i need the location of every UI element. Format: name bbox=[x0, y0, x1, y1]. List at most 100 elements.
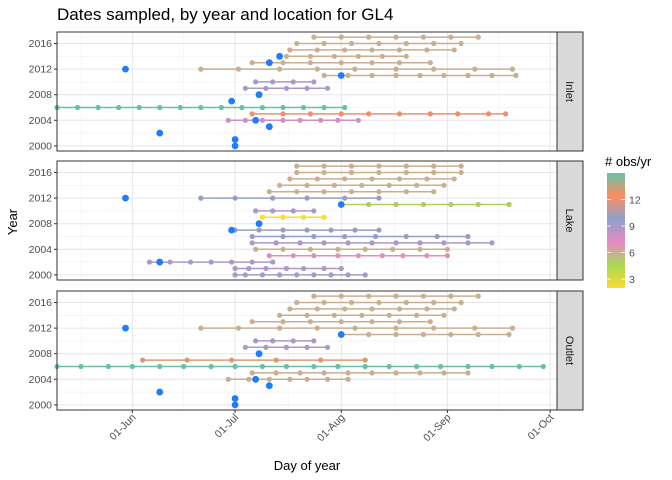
data-point bbox=[198, 104, 204, 111]
data-point bbox=[280, 117, 286, 123]
data-point bbox=[280, 111, 286, 117]
data-point bbox=[177, 104, 183, 111]
data-point bbox=[311, 208, 317, 214]
data-point bbox=[249, 60, 255, 66]
data-point bbox=[362, 363, 368, 370]
data-point bbox=[335, 253, 341, 259]
data-point bbox=[266, 253, 272, 259]
data-point bbox=[321, 40, 327, 47]
data-point bbox=[304, 85, 310, 91]
y-tick-label: 2008 bbox=[29, 218, 53, 230]
series-2008 bbox=[255, 350, 263, 358]
data-point bbox=[355, 253, 361, 259]
data-point bbox=[403, 163, 409, 169]
data-point bbox=[270, 208, 276, 214]
data-point bbox=[345, 240, 351, 246]
series-2009 bbox=[242, 85, 331, 91]
data-point bbox=[342, 47, 348, 53]
data-point bbox=[74, 104, 81, 111]
facet-strip-label: Outlet bbox=[563, 336, 575, 365]
data-point bbox=[259, 117, 266, 123]
data-point bbox=[427, 60, 433, 66]
data-point bbox=[208, 363, 214, 370]
data-point bbox=[242, 85, 248, 91]
data-point bbox=[509, 325, 516, 331]
data-point bbox=[270, 79, 276, 85]
series-2000 bbox=[231, 142, 239, 150]
data-point bbox=[331, 312, 337, 318]
data-point bbox=[277, 312, 283, 318]
data-point bbox=[246, 376, 252, 382]
data-point bbox=[304, 182, 310, 188]
data-point bbox=[431, 189, 437, 195]
data-point bbox=[297, 240, 303, 246]
data-point bbox=[355, 117, 361, 123]
data-point bbox=[280, 319, 286, 325]
data-point bbox=[321, 169, 327, 176]
data-point bbox=[318, 357, 324, 363]
series-2017 bbox=[294, 163, 464, 169]
data-point bbox=[287, 176, 293, 182]
data-point bbox=[283, 53, 290, 59]
data-point bbox=[417, 370, 423, 376]
series-2002 bbox=[156, 129, 164, 137]
series-2011 bbox=[321, 72, 519, 79]
data-point bbox=[280, 214, 286, 220]
y-tick-label: 2000 bbox=[29, 399, 53, 411]
series-2009 bbox=[242, 344, 331, 350]
data-point bbox=[337, 331, 345, 338]
data-point bbox=[280, 246, 286, 252]
data-point bbox=[393, 370, 399, 376]
data-point bbox=[362, 246, 368, 252]
series-2016 bbox=[294, 169, 464, 176]
data-point bbox=[290, 79, 296, 85]
data-point bbox=[307, 246, 314, 252]
x-tick-label: 01-Jul bbox=[212, 412, 241, 441]
data-point bbox=[379, 253, 385, 259]
data-point bbox=[403, 189, 409, 195]
data-point bbox=[311, 233, 317, 240]
data-point bbox=[276, 52, 284, 60]
data-point bbox=[311, 293, 317, 299]
data-point bbox=[218, 104, 224, 111]
data-point bbox=[465, 240, 471, 246]
data-point bbox=[338, 293, 344, 299]
data-point bbox=[393, 34, 399, 40]
data-point bbox=[393, 66, 399, 72]
series-2011 bbox=[337, 331, 345, 338]
data-point bbox=[259, 363, 266, 370]
data-point bbox=[181, 363, 187, 370]
x-tick-label: 01-Sep bbox=[421, 412, 454, 445]
data-point bbox=[156, 388, 164, 396]
data-point bbox=[304, 344, 310, 350]
data-point bbox=[314, 66, 320, 72]
data-point bbox=[249, 240, 255, 246]
data-point bbox=[265, 123, 273, 131]
data-point bbox=[424, 176, 430, 182]
series-2011 bbox=[337, 72, 345, 79]
data-point bbox=[372, 233, 379, 240]
data-point bbox=[444, 246, 451, 252]
data-point bbox=[465, 363, 471, 370]
data-point bbox=[294, 169, 300, 176]
data-point bbox=[393, 72, 399, 79]
facet-strip bbox=[556, 160, 584, 281]
data-point bbox=[228, 226, 236, 234]
data-point bbox=[105, 363, 111, 370]
y-tick-label: 2008 bbox=[29, 89, 53, 101]
data-point bbox=[328, 272, 334, 278]
data-point bbox=[253, 208, 259, 214]
data-point bbox=[369, 72, 375, 79]
panel-background bbox=[57, 291, 557, 410]
data-point bbox=[231, 401, 239, 409]
data-point bbox=[352, 227, 358, 233]
data-point bbox=[413, 182, 420, 188]
data-point bbox=[424, 253, 430, 259]
data-point bbox=[376, 299, 382, 306]
data-point bbox=[156, 258, 164, 266]
data-point bbox=[321, 240, 327, 246]
data-point bbox=[259, 272, 266, 278]
panel-outlet: Outlet 2000 2004 2008 2012 2016 bbox=[29, 290, 584, 411]
data-point bbox=[441, 182, 447, 188]
data-point bbox=[287, 376, 293, 382]
